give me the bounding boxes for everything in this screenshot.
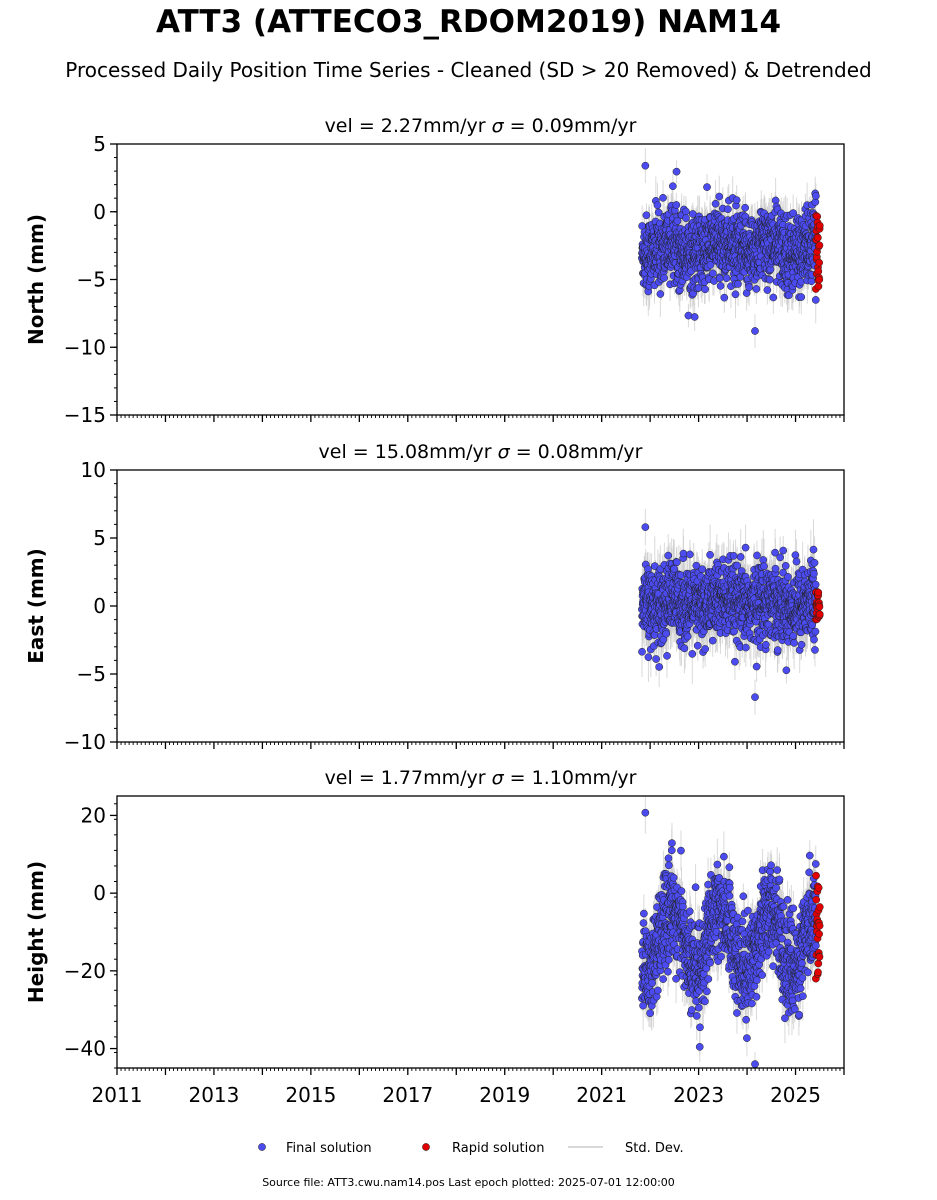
final-point <box>684 311 693 320</box>
final-point <box>673 558 681 567</box>
y-axis-label: North (mm) <box>24 214 48 345</box>
final-point <box>789 209 798 217</box>
final-point <box>703 183 711 191</box>
y-axis-label: East (mm) <box>24 548 48 664</box>
final-point <box>769 293 778 302</box>
final-point <box>662 629 671 638</box>
final-point <box>812 192 820 200</box>
final-point <box>729 552 738 560</box>
y-tick-label: 5 <box>93 132 106 156</box>
final-point <box>659 193 667 202</box>
data-points <box>638 161 824 335</box>
final-point <box>690 313 699 321</box>
final-point <box>763 286 772 294</box>
rapid-point <box>813 233 822 242</box>
rapid-point <box>814 282 823 291</box>
final-point <box>683 632 692 641</box>
final-point <box>686 550 694 559</box>
data-points <box>638 523 824 701</box>
final-point <box>731 290 740 299</box>
final-point <box>734 280 742 288</box>
final-point <box>652 655 660 663</box>
final-point <box>698 565 707 574</box>
panel-title: vel = 15.08mm/yr σ = 0.08mm/yr <box>319 441 643 463</box>
final-point <box>654 208 663 217</box>
final-point <box>709 269 717 278</box>
final-point <box>736 553 745 561</box>
final-point <box>653 201 662 210</box>
final-point <box>656 290 665 298</box>
final-point <box>663 652 671 660</box>
final-point <box>706 261 715 269</box>
final-point <box>745 283 753 292</box>
final-point <box>664 551 673 560</box>
final-point <box>680 644 689 653</box>
final-point <box>715 274 724 283</box>
panel-north: vel = 2.27mm/yr σ = 0.09mm/yr North (mm) 5… <box>24 115 845 427</box>
final-point <box>752 285 761 293</box>
final-point <box>751 327 759 335</box>
final-point <box>642 211 651 220</box>
final-point <box>706 551 714 559</box>
final-point <box>731 657 739 666</box>
final-point <box>708 636 717 645</box>
final-point <box>741 643 750 652</box>
final-point <box>720 293 729 302</box>
final-point <box>655 663 664 671</box>
final-point <box>722 274 731 283</box>
final-point <box>797 293 806 301</box>
final-point <box>811 296 820 304</box>
final-point <box>638 647 646 656</box>
rapid-point <box>815 258 823 267</box>
final-point <box>672 167 681 176</box>
final-point <box>660 274 668 282</box>
rapid-point <box>815 241 824 250</box>
chart-title: ATT3 (ATTECO3_RDOM2019) NAM14 <box>155 4 782 40</box>
final-point <box>716 282 725 290</box>
final-point <box>682 207 690 216</box>
y-tick-label: 0 <box>93 200 106 224</box>
y-tick-label: −5 <box>77 268 106 292</box>
final-point <box>672 201 681 209</box>
final-point <box>673 217 682 225</box>
final-point <box>669 182 677 191</box>
final-point <box>741 203 750 212</box>
final-point <box>679 549 688 558</box>
final-point <box>732 196 741 204</box>
panel-title: vel = 2.27mm/yr σ = 0.09mm/yr <box>325 115 637 137</box>
final-point <box>641 161 650 170</box>
y-tick-label: −10 <box>64 335 106 359</box>
rapid-point <box>815 221 824 230</box>
final-point <box>701 645 710 653</box>
final-point <box>641 523 650 531</box>
chart-subtitle: Processed Daily Position Time Series - C… <box>65 58 872 82</box>
final-point <box>688 650 697 658</box>
final-point <box>693 641 702 650</box>
final-point <box>715 192 724 201</box>
y-tick-label: −15 <box>64 403 106 427</box>
final-point <box>741 543 750 552</box>
final-point <box>730 627 738 636</box>
final-point <box>701 285 710 294</box>
final-point <box>807 277 816 286</box>
final-point <box>711 199 720 208</box>
final-point <box>644 653 653 662</box>
final-point <box>724 205 732 214</box>
final-point <box>682 214 690 222</box>
final-point <box>785 291 793 300</box>
rapid-point <box>815 275 824 284</box>
final-point <box>765 275 774 284</box>
